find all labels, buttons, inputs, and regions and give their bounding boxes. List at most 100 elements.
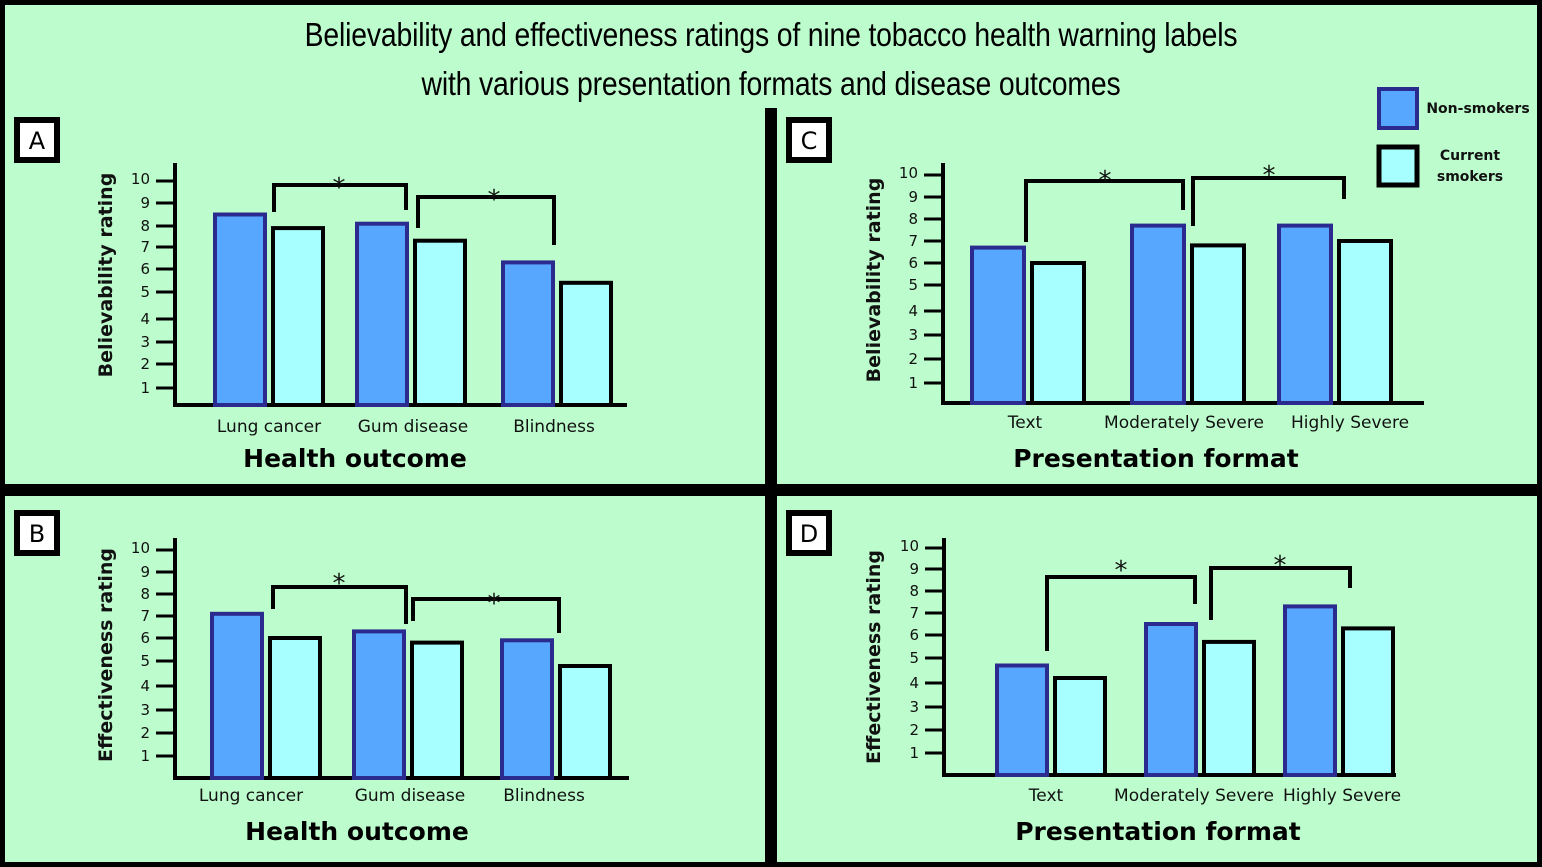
- panel-d: D 1 2 3 4 5 6 7 8 9 10 Effectiveness rating Text Mode…: [786, 510, 1401, 846]
- significance-bracket: [1209, 566, 1352, 620]
- bar-non-smokers: [995, 663, 1049, 777]
- x-category-label: Highly Severe: [1283, 786, 1401, 806]
- panel-letter: C: [801, 127, 818, 155]
- bar-current-smokers: [271, 226, 325, 407]
- y-tick-label: 6: [908, 254, 918, 272]
- panel-letter: A: [29, 127, 46, 155]
- bar-non-smokers: [501, 260, 555, 407]
- y-tick-label: 10: [131, 170, 150, 188]
- bar-non-smokers: [1283, 604, 1337, 778]
- panel-b: B 1 2 3 4 5 6 7 8 9 10 Effectiveness rating Lung can…: [14, 510, 629, 846]
- bar-current-smokers: [558, 664, 612, 780]
- significance-star: *: [1115, 556, 1128, 586]
- y-tick-label: 3: [908, 326, 918, 344]
- y-tick-label: 10: [899, 164, 918, 182]
- significance-bracket: [416, 195, 556, 245]
- y-tick-label: 9: [140, 194, 150, 212]
- significance-star: *: [488, 589, 501, 619]
- bar-current-smokers: [559, 280, 613, 407]
- panel-letter-box: [786, 510, 832, 556]
- y-tick-label: 3: [140, 701, 150, 719]
- y-tick-label: 8: [140, 585, 150, 603]
- legend-label-current-smokers-line-2: smokers: [1437, 169, 1503, 185]
- bar-current-smokers: [1053, 676, 1107, 777]
- y-tick-label: 1: [908, 374, 918, 392]
- y-tick-label: 1: [140, 379, 150, 397]
- y-tick-label: 1: [909, 744, 919, 762]
- x-category-label: Moderately Severe: [1114, 786, 1274, 806]
- figure-title: Believability and effectiveness ratings …: [108, 10, 1434, 108]
- significance-star: *: [1099, 166, 1112, 196]
- horizontal-divider: [0, 484, 1542, 496]
- y-tick-label: 5: [908, 276, 918, 294]
- bar-non-smokers: [210, 611, 264, 780]
- panel-letter: B: [29, 520, 45, 548]
- y-tick-label: 10: [131, 539, 150, 557]
- significance-bracket: [411, 597, 561, 633]
- bar-non-smokers: [1130, 223, 1186, 405]
- significance-star: *: [1274, 551, 1287, 581]
- y-tick-label: 4: [909, 674, 919, 692]
- y-tick-label: 5: [909, 649, 919, 667]
- bar-non-smokers: [213, 212, 267, 407]
- y-tick-label: 8: [140, 217, 150, 235]
- y-tick-label: 1: [140, 747, 150, 765]
- x-axis-label: Health outcome: [243, 444, 467, 473]
- x-category-label: Gum disease: [358, 417, 468, 437]
- panel-letter-box: [786, 117, 832, 163]
- y-axis-label: Effectiveness rating: [95, 548, 117, 762]
- bar-non-smokers: [1144, 622, 1198, 777]
- bar-current-smokers: [413, 238, 467, 407]
- bar-non-smokers: [355, 221, 409, 407]
- y-tick-label: 6: [140, 260, 150, 278]
- x-axis-label: Health outcome: [245, 817, 469, 846]
- significance-bracket: [272, 183, 408, 212]
- bar-non-smokers: [352, 629, 406, 781]
- x-category-label: Blindness: [503, 786, 585, 806]
- y-tick-label: 9: [140, 563, 150, 581]
- y-tick-label: 2: [908, 350, 918, 368]
- y-tick-label: 2: [140, 724, 150, 742]
- x-axis-label: Presentation format: [1015, 817, 1301, 846]
- legend-label-current-smokers-line-1: Current: [1440, 148, 1501, 164]
- figure-title-line-2: with various presentation formats and di…: [421, 65, 1121, 102]
- y-axis-label: Believability rating: [863, 178, 885, 383]
- y-tick-label: 7: [909, 604, 919, 622]
- y-tick-label: 7: [140, 607, 150, 625]
- panel-c: C 1 2 3 4 5 6 7 8 9 10 Believability rating Text Mode…: [786, 117, 1424, 473]
- y-axis-label: Believability rating: [95, 173, 117, 378]
- y-tick-label: 5: [140, 283, 150, 301]
- x-category-label: Highly Severe: [1291, 413, 1409, 433]
- significance-star: *: [1263, 161, 1276, 191]
- significance-star: *: [333, 173, 346, 203]
- legend-label-non-smokers: Non-smokers: [1426, 101, 1529, 117]
- bar-current-smokers: [1030, 261, 1086, 405]
- y-tick-label: 9: [908, 188, 918, 206]
- y-tick-label: 3: [140, 333, 150, 351]
- significance-star: *: [333, 569, 346, 599]
- x-category-label: Text: [1007, 413, 1043, 433]
- y-tick-label: 4: [140, 677, 150, 695]
- significance-bracket: [1045, 575, 1197, 651]
- x-category-label: Lung cancer: [217, 417, 321, 437]
- y-tick-label: 7: [908, 232, 918, 250]
- y-tick-label: 6: [140, 629, 150, 647]
- bar-current-smokers: [410, 640, 464, 780]
- y-tick-label: 8: [908, 210, 918, 228]
- significance-bracket: [271, 585, 408, 624]
- bar-non-smokers: [970, 245, 1026, 405]
- y-tick-label: 10: [900, 537, 919, 555]
- bar-current-smokers: [1341, 626, 1395, 778]
- legend: Non-smokers Current smokers: [1376, 87, 1530, 188]
- y-tick-label: 2: [140, 355, 150, 373]
- y-tick-label: 3: [909, 698, 919, 716]
- x-category-label: Lung cancer: [199, 786, 303, 806]
- bar-current-smokers: [268, 636, 322, 780]
- y-axis-label: Effectiveness rating: [863, 550, 885, 764]
- x-category-label: Gum disease: [355, 786, 465, 806]
- bar-current-smokers: [1190, 243, 1246, 405]
- y-tick-label: 5: [140, 652, 150, 670]
- panel-letter-box: [14, 510, 60, 556]
